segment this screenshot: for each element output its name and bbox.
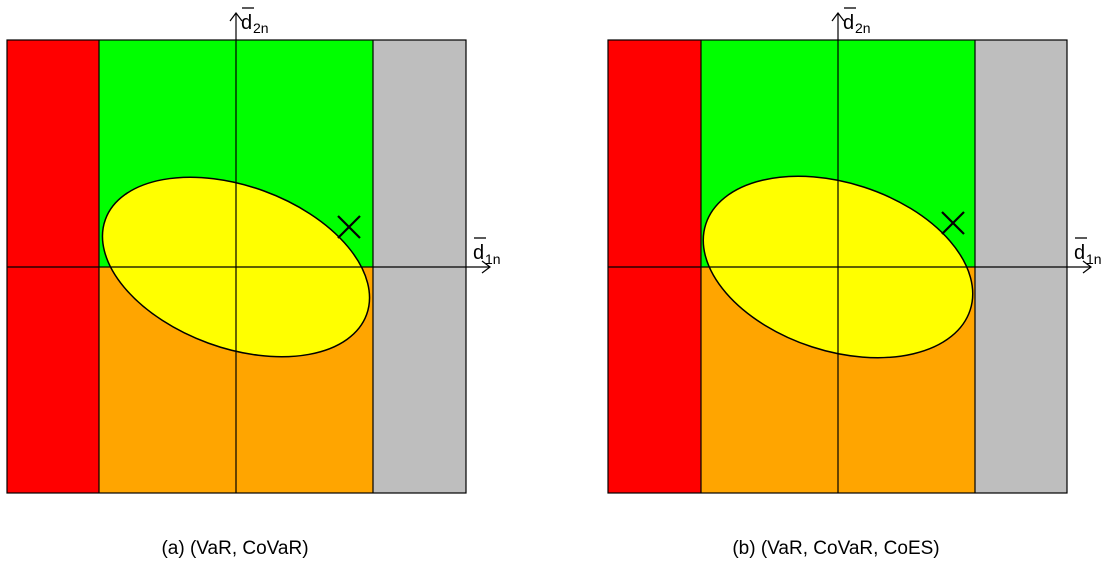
- cross-marker: [941, 211, 965, 235]
- y-axis-label-sub: 2n: [253, 20, 269, 36]
- x-axis-label: d: [473, 242, 484, 264]
- panel-a-caption: (a) (VaR, CoVaR): [161, 538, 309, 559]
- x-axis-label-sub: 1n: [1086, 251, 1102, 267]
- y-axis-label: d: [241, 12, 252, 34]
- x-axis-arrowhead: [1082, 260, 1092, 274]
- panel-a-diagram: d 1n d 2n: [6, 7, 501, 494]
- x-axis-arrowhead: [481, 260, 491, 274]
- panel-b-caption: (b) (VaR, CoVaR, CoES): [732, 538, 940, 559]
- y-axis-label: d: [843, 12, 854, 34]
- cross-marker: [337, 215, 361, 239]
- panel-b-diagram: d 1n d 2n: [607, 7, 1102, 494]
- panel-b: d 1n d 2n (b) (VaR, CoVaR, CoES): [601, 0, 1115, 565]
- y-axis-arrowhead: [831, 12, 845, 22]
- y-axis-label-sub: 2n: [855, 20, 871, 36]
- x-axis-label-sub: 1n: [485, 251, 501, 267]
- panel-a: d 1n d 2n (a) (VaR, CoVaR): [0, 0, 520, 565]
- y-axis-arrowhead: [229, 12, 243, 22]
- x-axis-label: d: [1074, 242, 1085, 264]
